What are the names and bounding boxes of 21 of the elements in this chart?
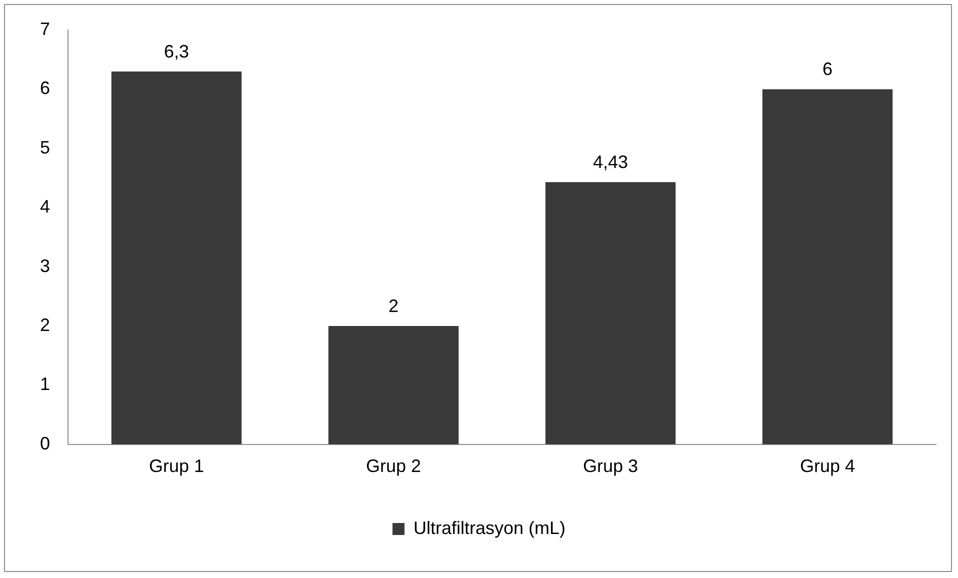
data-label: 4,43 bbox=[592, 152, 628, 172]
x-tick-label: Grup 3 bbox=[582, 456, 638, 476]
legend-label: Ultrafiltrasyon (mL) bbox=[413, 518, 566, 538]
bar bbox=[328, 326, 459, 444]
y-tick-label: 2 bbox=[40, 314, 50, 335]
data-label: 6 bbox=[822, 59, 833, 80]
x-tick-label: Grup 2 bbox=[366, 456, 422, 476]
data-label: 2 bbox=[388, 296, 399, 316]
data-label: 6,3 bbox=[164, 41, 190, 62]
y-tick-label: 7 bbox=[40, 18, 50, 39]
bar bbox=[111, 71, 242, 444]
y-tick-label: 4 bbox=[40, 196, 50, 217]
bar bbox=[545, 182, 676, 444]
y-tick-label: 5 bbox=[40, 137, 50, 158]
y-tick-label: 1 bbox=[40, 374, 50, 394]
y-tick-label: 6 bbox=[40, 78, 50, 98]
bar bbox=[762, 89, 893, 444]
y-tick-label: 0 bbox=[40, 433, 50, 454]
x-tick-label: Grup 4 bbox=[800, 456, 856, 476]
x-tick-label: Grup 1 bbox=[148, 456, 204, 476]
y-tick-label: 3 bbox=[40, 256, 50, 276]
